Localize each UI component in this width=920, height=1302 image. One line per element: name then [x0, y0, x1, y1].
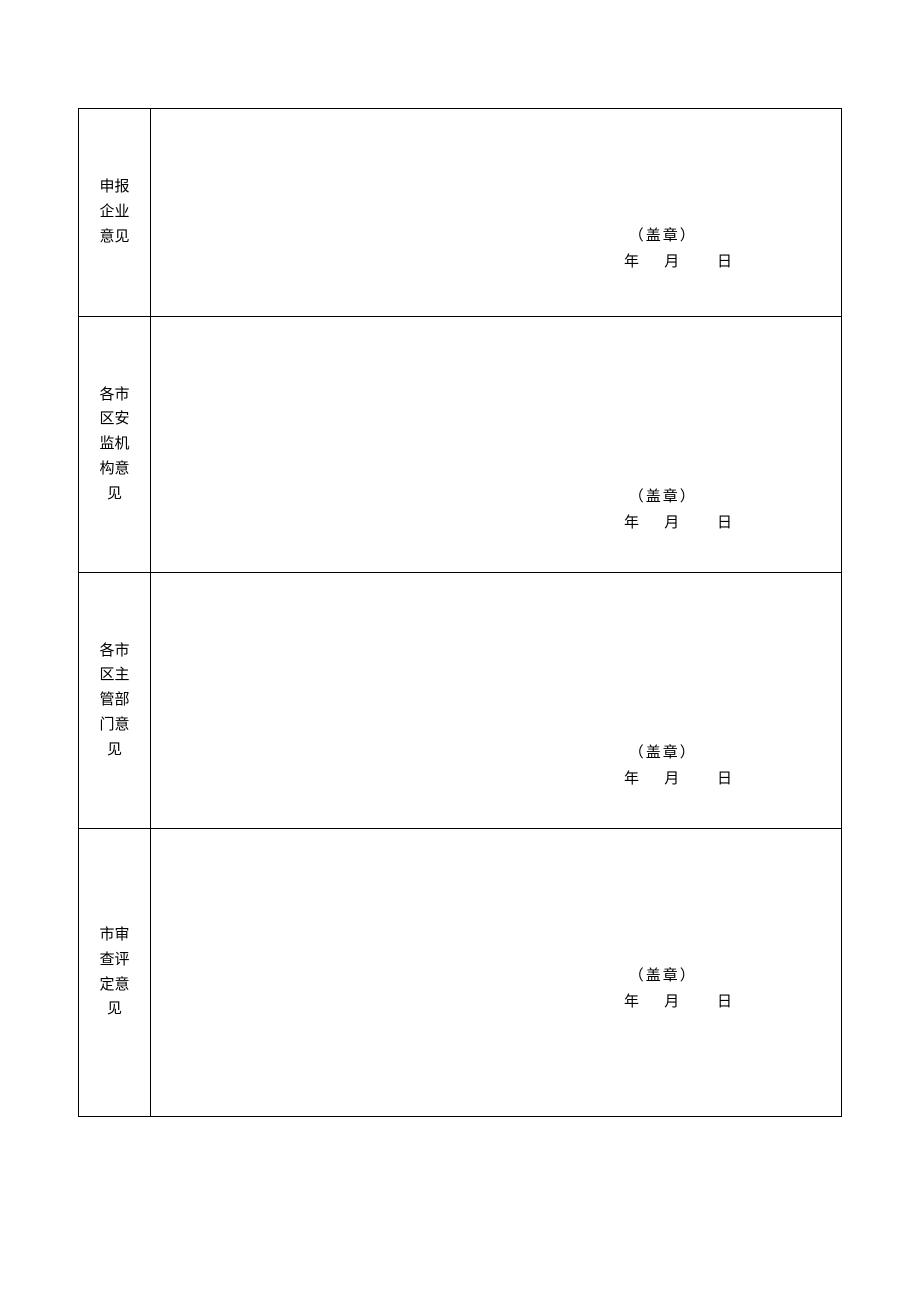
- date-line-1: 年 月 日: [581, 250, 745, 276]
- row-label-4: 市审查评定意见: [100, 923, 130, 1022]
- row-content-cell-1: （盖章） 年 月 日: [151, 109, 842, 317]
- seal-label-3: （盖章）: [581, 741, 745, 767]
- stamp-block-2: （盖章） 年 月 日: [581, 485, 745, 536]
- day-unit-4: 日: [705, 990, 745, 1016]
- row-label-cell-1: 申报企业意见: [79, 109, 151, 317]
- year-unit-1: 年: [581, 250, 639, 276]
- month-unit-1: 月: [643, 250, 701, 276]
- table-row: 各市区安监机构意见 （盖章） 年 月 日: [79, 317, 842, 573]
- row-content-cell-3: （盖章） 年 月 日: [151, 573, 842, 829]
- seal-label-2: （盖章）: [581, 485, 745, 511]
- seal-label-4: （盖章）: [581, 964, 745, 990]
- day-unit-3: 日: [705, 767, 745, 793]
- row-label-cell-4: 市审查评定意见: [79, 829, 151, 1117]
- year-unit-4: 年: [581, 990, 639, 1016]
- seal-label-1: （盖章）: [581, 224, 745, 250]
- table-row: 市审查评定意见 （盖章） 年 月 日: [79, 829, 842, 1117]
- month-unit-2: 月: [643, 511, 701, 537]
- row-content-cell-2: （盖章） 年 月 日: [151, 317, 842, 573]
- table-row: 各市区主管部门意见 （盖章） 年 月 日: [79, 573, 842, 829]
- date-line-4: 年 月 日: [581, 990, 745, 1016]
- row-label-cell-3: 各市区主管部门意见: [79, 573, 151, 829]
- row-label-cell-2: 各市区安监机构意见: [79, 317, 151, 573]
- month-unit-4: 月: [643, 990, 701, 1016]
- date-line-2: 年 月 日: [581, 511, 745, 537]
- day-unit-1: 日: [705, 250, 745, 276]
- date-line-3: 年 月 日: [581, 767, 745, 793]
- year-unit-2: 年: [581, 511, 639, 537]
- approval-table: 申报企业意见 （盖章） 年 月 日 各市区安监机构意见 （盖章）: [78, 108, 842, 1117]
- day-unit-2: 日: [705, 511, 745, 537]
- month-unit-3: 月: [643, 767, 701, 793]
- row-label-3: 各市区主管部门意见: [100, 639, 130, 763]
- row-label-1: 申报企业意见: [100, 175, 130, 249]
- stamp-block-1: （盖章） 年 月 日: [581, 224, 745, 275]
- stamp-block-3: （盖章） 年 月 日: [581, 741, 745, 792]
- row-label-2: 各市区安监机构意见: [100, 383, 130, 507]
- table-row: 申报企业意见 （盖章） 年 月 日: [79, 109, 842, 317]
- row-content-cell-4: （盖章） 年 月 日: [151, 829, 842, 1117]
- year-unit-3: 年: [581, 767, 639, 793]
- page-container: 申报企业意见 （盖章） 年 月 日 各市区安监机构意见 （盖章）: [0, 0, 920, 1117]
- stamp-block-4: （盖章） 年 月 日: [581, 964, 745, 1015]
